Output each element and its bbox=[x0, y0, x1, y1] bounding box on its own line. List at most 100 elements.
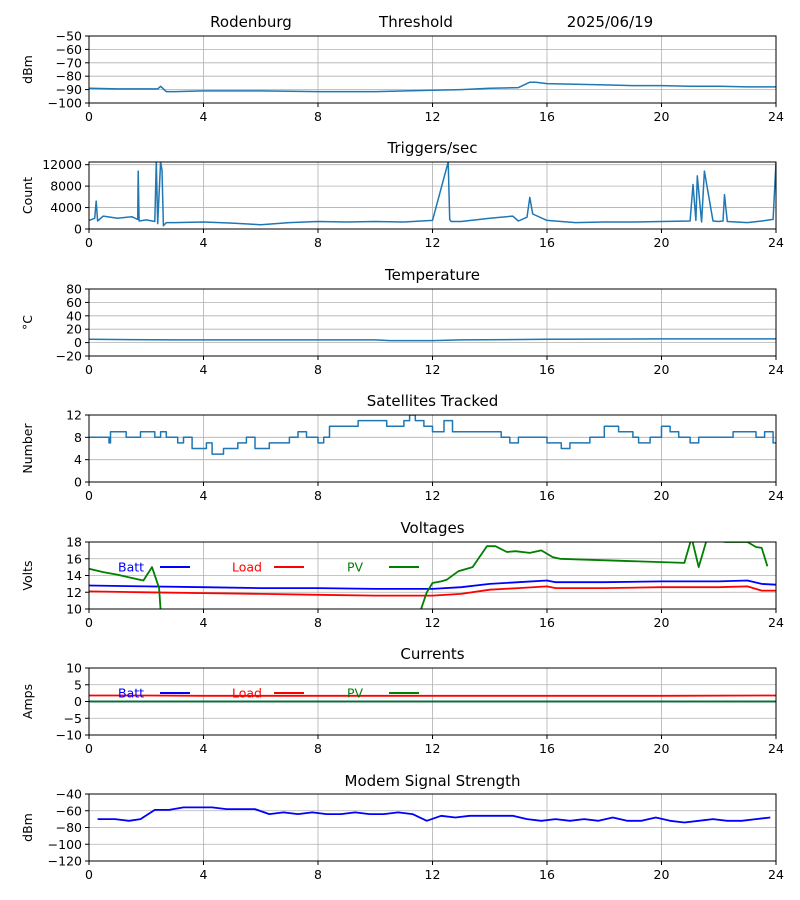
x-tick-label: 0 bbox=[85, 362, 93, 377]
panel-title: Triggers/sec bbox=[387, 139, 478, 157]
legend-label-pv: PV bbox=[347, 686, 364, 701]
x-tick-label: 8 bbox=[314, 741, 322, 756]
y-tick-label: −60 bbox=[56, 803, 82, 818]
x-tick-label: 24 bbox=[768, 109, 784, 124]
y-tick-label: −40 bbox=[56, 787, 82, 802]
x-tick-label: 8 bbox=[314, 615, 322, 630]
panel-title: Currents bbox=[400, 645, 464, 663]
x-tick-label: 20 bbox=[654, 235, 670, 250]
y-tick-label: −120 bbox=[48, 854, 82, 869]
x-tick-label: 16 bbox=[539, 867, 555, 882]
x-tick-label: 20 bbox=[654, 109, 670, 124]
x-tick-label: 20 bbox=[654, 362, 670, 377]
x-tick-label: 12 bbox=[425, 235, 441, 250]
y-tick-label: 5 bbox=[74, 677, 82, 692]
y-axis-label: Count bbox=[20, 177, 35, 214]
header-date: 2025/06/19 bbox=[567, 13, 653, 31]
y-tick-label: −100 bbox=[48, 837, 82, 852]
panel-triggers: 0 4 8 12 16 20 24 0 4000 8000 12000 Triggers/sec Cou… bbox=[20, 139, 784, 250]
y-tick-label: 12000 bbox=[42, 157, 82, 172]
y-tick-label: 8000 bbox=[50, 179, 82, 194]
y-tick-label: −60 bbox=[56, 42, 82, 57]
series-line-temperature bbox=[89, 338, 776, 342]
y-axis-label: dBm bbox=[20, 813, 35, 842]
y-tick-label: 0 bbox=[74, 335, 82, 350]
x-tick-label: 0 bbox=[85, 867, 93, 882]
x-tick-label: 12 bbox=[425, 615, 441, 630]
y-tick-label: 20 bbox=[66, 322, 82, 337]
x-tick-label: 12 bbox=[425, 109, 441, 124]
x-tick-label: 16 bbox=[539, 741, 555, 756]
x-tick-label: 4 bbox=[200, 109, 208, 124]
x-tick-label: 24 bbox=[768, 362, 784, 377]
legend-label-batt: Batt bbox=[118, 686, 144, 701]
x-tick-label: 4 bbox=[200, 615, 208, 630]
y-tick-label: 18 bbox=[66, 535, 82, 550]
y-tick-label: −80 bbox=[56, 820, 82, 835]
x-tick-label: 8 bbox=[314, 488, 322, 503]
header-station: Rodenburg bbox=[210, 13, 292, 31]
y-tick-label: 40 bbox=[66, 308, 82, 323]
x-tick-label: 12 bbox=[425, 362, 441, 377]
series-line-load bbox=[89, 585, 776, 597]
x-tick-label: 8 bbox=[314, 867, 322, 882]
y-tick-label: 16 bbox=[66, 551, 82, 566]
legend-label-pv: PV bbox=[347, 560, 364, 575]
x-tick-label: 8 bbox=[314, 362, 322, 377]
x-tick-label: 20 bbox=[654, 615, 670, 630]
header-mode: Threshold bbox=[378, 13, 453, 31]
y-axis-label: Number bbox=[20, 423, 35, 474]
x-tick-label: 16 bbox=[539, 362, 555, 377]
x-tick-label: 0 bbox=[85, 109, 93, 124]
x-tick-label: 8 bbox=[314, 109, 322, 124]
series-line-triggers bbox=[89, 162, 776, 227]
x-tick-label: 8 bbox=[314, 235, 322, 250]
series-line-batt bbox=[89, 579, 776, 590]
y-tick-label: 14 bbox=[66, 568, 82, 583]
y-tick-label: 10 bbox=[66, 602, 82, 617]
x-tick-label: 4 bbox=[200, 741, 208, 756]
panel-signal: 0 4 8 12 16 20 24 −100−90−80−70−60−50 dBm bbox=[20, 29, 784, 125]
x-tick-label: 16 bbox=[539, 109, 555, 124]
panel-title: Modem Signal Strength bbox=[345, 772, 521, 790]
x-tick-label: 24 bbox=[768, 867, 784, 882]
x-tick-label: 0 bbox=[85, 488, 93, 503]
y-tick-label: 10 bbox=[66, 661, 82, 676]
y-tick-label: 0 bbox=[74, 222, 82, 237]
y-tick-label: 4000 bbox=[50, 200, 82, 215]
y-tick-label: −20 bbox=[56, 349, 82, 364]
panel-satellites: 0 4 8 12 16 20 24 0 4 8 12 Satellites Tracked Number bbox=[20, 392, 784, 503]
x-tick-label: 24 bbox=[768, 235, 784, 250]
y-tick-label: 60 bbox=[66, 295, 82, 310]
panel-modem: 0 4 8 12 16 20 24 −120 −100 −80 −60−40 Modem Signal… bbox=[20, 772, 784, 882]
x-tick-label: 20 bbox=[654, 741, 670, 756]
x-tick-label: 16 bbox=[539, 235, 555, 250]
x-tick-label: 0 bbox=[85, 741, 93, 756]
y-tick-label: 0 bbox=[74, 694, 82, 709]
x-tick-label: 4 bbox=[200, 362, 208, 377]
x-tick-label: 20 bbox=[654, 488, 670, 503]
y-tick-label: −10 bbox=[56, 728, 82, 743]
legend-label-load: Load bbox=[232, 686, 262, 701]
y-tick-label: −70 bbox=[56, 55, 82, 70]
x-tick-label: 4 bbox=[200, 235, 208, 250]
y-tick-label: 4 bbox=[74, 452, 82, 467]
y-tick-label: 8 bbox=[74, 430, 82, 445]
panel-title: Satellites Tracked bbox=[367, 392, 498, 410]
panel-title: Voltages bbox=[400, 519, 464, 537]
series-line-signal bbox=[89, 81, 776, 93]
y-tick-label: −50 bbox=[56, 29, 82, 44]
x-tick-label: 12 bbox=[425, 741, 441, 756]
series-line-pv bbox=[89, 542, 769, 609]
y-tick-label: 12 bbox=[66, 408, 82, 423]
series-line-satellites bbox=[89, 415, 776, 455]
x-tick-label: 12 bbox=[425, 867, 441, 882]
legend-label-load: Load bbox=[232, 560, 262, 575]
y-axis-label: Amps bbox=[20, 684, 35, 719]
y-tick-label: −100 bbox=[48, 96, 82, 111]
series-line-modem bbox=[97, 806, 771, 824]
x-tick-label: 24 bbox=[768, 741, 784, 756]
